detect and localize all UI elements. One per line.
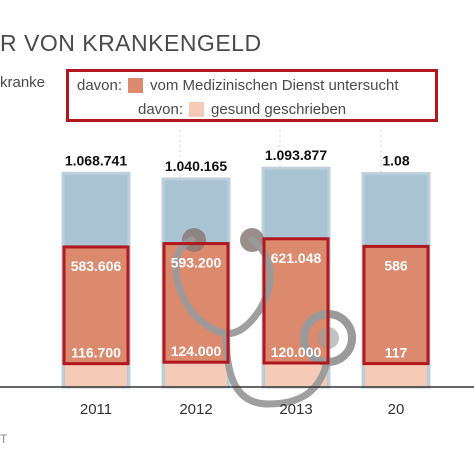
legend-label-examined: vom Medizinischen Dienst untersucht <box>150 77 399 94</box>
chart-title: R VON KRANKENGELD <box>0 30 262 56</box>
bar-healthy-2014 <box>365 363 427 387</box>
total-value-label: 1.093.877 <box>265 147 327 163</box>
examined-frame-2011 <box>62 245 130 366</box>
examined-value-label: 583.606 <box>71 258 122 274</box>
bar-examined-2014 <box>365 246 427 364</box>
legend: davon: vom Medizinischen Dienst untersuc… <box>66 69 438 122</box>
examined-frame-2014 <box>362 244 430 366</box>
healthy-value-label: 124.000 <box>171 343 222 359</box>
examined-value-label: 593.200 <box>171 255 222 271</box>
x-tick-label: 20 <box>388 401 405 418</box>
legend-label-healthy: gesund geschrieben <box>211 101 347 118</box>
legend-swatch-examined <box>128 78 144 93</box>
legend-item-healthy: davon: gesund geschrieben <box>138 101 346 118</box>
footer-text: T <box>0 432 8 446</box>
bar-examined-2011 <box>65 246 127 364</box>
total-value-label: 1.040.165 <box>165 158 227 174</box>
examined-frame-2013 <box>262 237 330 365</box>
healthy-value-label: 120.000 <box>271 344 322 360</box>
healthy-value-label: 117 <box>385 345 408 361</box>
healthy-value-label: 116.700 <box>71 345 121 361</box>
total-value-label: 1.08 <box>382 153 409 169</box>
legend-prefix: davon: <box>138 101 184 118</box>
examined-value-label: 621.048 <box>271 250 322 266</box>
total-value-label: 1.068.741 <box>65 152 127 168</box>
legend-prefix: davon: <box>77 77 123 94</box>
bar-healthy-2012 <box>165 362 227 387</box>
bar-healthy-2011 <box>65 363 127 387</box>
examined-value-label: 586 <box>384 257 408 273</box>
x-tick-label: 2013 <box>279 401 312 418</box>
x-tick-label: 2011 <box>80 401 112 418</box>
examined-frame-2012 <box>162 242 230 364</box>
x-tick-label: 2012 <box>179 401 212 418</box>
bar-examined-2013 <box>265 238 327 363</box>
legend-swatch-healthy <box>189 102 205 117</box>
chart-subtitle: kranke <box>0 74 46 91</box>
legend-item-examined: davon: vom Medizinischen Dienst untersuc… <box>77 77 399 94</box>
